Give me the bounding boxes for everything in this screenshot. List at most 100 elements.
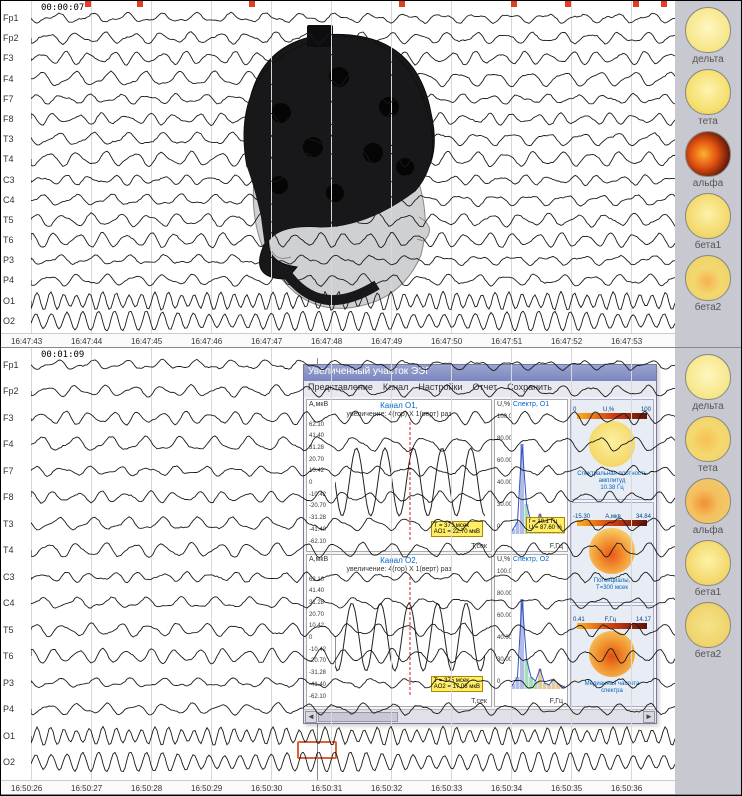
topo-head-icon xyxy=(685,416,731,462)
channel-label: C4 xyxy=(3,598,15,608)
channel-label: P3 xyxy=(3,678,14,688)
topo-head-icon xyxy=(685,193,731,239)
channel-label: T6 xyxy=(3,235,14,245)
time-tick: 16:50:33 xyxy=(431,784,462,793)
eeg-wave xyxy=(31,593,675,613)
topo-label: тета xyxy=(682,463,734,474)
time-axis-top: 16:47:4316:47:4416:47:4516:47:4616:47:47… xyxy=(1,333,675,347)
time-tick: 16:50:34 xyxy=(491,784,522,793)
channel-label: T5 xyxy=(3,625,14,635)
topo-label: альфа xyxy=(682,178,734,189)
channel-label: P3 xyxy=(3,255,14,265)
eeg-wave xyxy=(31,673,675,693)
event-marker[interactable] xyxy=(249,1,255,7)
topo-head-icon xyxy=(685,7,731,53)
eeg-wave xyxy=(31,69,675,89)
time-tick: 16:47:48 xyxy=(311,337,342,346)
eeg-wave xyxy=(31,699,675,719)
eeg-wave xyxy=(31,752,675,772)
channel-label: Fp2 xyxy=(3,33,19,43)
channel-label: Fp1 xyxy=(3,13,19,23)
time-tick: 16:47:44 xyxy=(71,337,102,346)
topo-map-тета[interactable]: тета xyxy=(682,67,734,127)
event-marker[interactable] xyxy=(399,1,405,7)
time-tick: 16:47:51 xyxy=(491,337,522,346)
channel-label: C3 xyxy=(3,572,15,582)
topo-map-тета[interactable]: тета xyxy=(682,414,734,474)
time-tick: 16:47:47 xyxy=(251,337,282,346)
topo-label: бета1 xyxy=(682,587,734,598)
event-marker[interactable] xyxy=(511,1,517,7)
channel-label: F7 xyxy=(3,94,14,104)
eeg-waveform-area-top[interactable]: 00:00:07 xyxy=(1,1,675,347)
channel-label: F3 xyxy=(3,413,14,423)
eeg-wave xyxy=(31,567,675,587)
event-marker[interactable] xyxy=(633,1,639,7)
topo-label: альфа xyxy=(682,525,734,536)
eeg-wave xyxy=(31,726,675,746)
time-tick: 16:50:26 xyxy=(11,784,42,793)
channel-label: O2 xyxy=(3,316,15,326)
time-tick: 16:50:36 xyxy=(611,784,642,793)
eeg-wave xyxy=(31,408,675,428)
eeg-waveform-area-bottom[interactable]: 00:01:09 Увеличенный участок ЭЭГ Предста… xyxy=(1,348,675,794)
topo-map-бета1[interactable]: бета1 xyxy=(682,538,734,598)
time-tick: 16:47:53 xyxy=(611,337,642,346)
channel-label: P4 xyxy=(3,275,14,285)
topo-map-альфа[interactable]: альфа xyxy=(682,476,734,536)
channel-label: Fp2 xyxy=(3,386,19,396)
app-root: 00:00:07 xyxy=(0,0,742,796)
topo-head-icon xyxy=(685,69,731,115)
eeg-wave xyxy=(31,89,675,109)
eeg-wave xyxy=(31,311,675,331)
topo-head-icon xyxy=(685,255,731,301)
channel-label: T6 xyxy=(3,651,14,661)
eeg-wave xyxy=(31,355,675,375)
eeg-wave xyxy=(31,149,675,169)
topo-sidebar-top: дельтатета альфа бета1 бета2 xyxy=(675,1,741,347)
panel-top: 00:00:07 xyxy=(1,1,741,348)
topo-map-дельта[interactable]: дельта xyxy=(682,352,734,412)
event-marker[interactable] xyxy=(565,1,571,7)
event-marker[interactable] xyxy=(137,1,143,7)
eeg-wave xyxy=(31,620,675,640)
time-tick: 16:50:27 xyxy=(71,784,102,793)
time-tick: 16:50:32 xyxy=(371,784,402,793)
topo-map-дельта[interactable]: дельта xyxy=(682,5,734,65)
topo-map-бета2[interactable]: бета2 xyxy=(682,253,734,313)
eeg-wave xyxy=(31,434,675,454)
channel-label: F8 xyxy=(3,492,14,502)
topo-map-бета1[interactable]: бета1 xyxy=(682,191,734,251)
eeg-wave xyxy=(31,210,675,230)
channel-label: F4 xyxy=(3,74,14,84)
channel-label: P4 xyxy=(3,704,14,714)
eeg-wave xyxy=(31,461,675,481)
eeg-wave xyxy=(31,540,675,560)
channel-label: F3 xyxy=(3,53,14,63)
channel-label: O1 xyxy=(3,731,15,741)
channel-label: T3 xyxy=(3,519,14,529)
topo-map-бета2[interactable]: бета2 xyxy=(682,600,734,660)
time-tick: 16:47:46 xyxy=(191,337,222,346)
topo-head-icon xyxy=(685,131,731,177)
eeg-wave xyxy=(31,646,675,666)
channel-label: C4 xyxy=(3,195,15,205)
channel-label: F8 xyxy=(3,114,14,124)
topo-head-icon xyxy=(685,540,731,586)
topo-sidebar-bottom: дельта тета альфа бета1 бета2 xyxy=(675,348,741,794)
event-marker[interactable] xyxy=(661,1,667,7)
topo-label: бета1 xyxy=(682,240,734,251)
topo-map-альфа[interactable]: альфа xyxy=(682,129,734,189)
eeg-wave xyxy=(31,28,675,48)
eeg-wave xyxy=(31,48,675,68)
eeg-wave xyxy=(31,190,675,210)
eeg-wave xyxy=(31,514,675,534)
channel-label: O2 xyxy=(3,757,15,767)
channel-label: F4 xyxy=(3,439,14,449)
topo-label: бета2 xyxy=(682,649,734,660)
topo-head-icon xyxy=(685,602,731,648)
eeg-wave xyxy=(31,291,675,311)
channel-label: O1 xyxy=(3,296,15,306)
panel-bottom: 00:01:09 Увеличенный участок ЭЭГ Предста… xyxy=(1,348,741,795)
event-marker[interactable] xyxy=(85,1,91,7)
